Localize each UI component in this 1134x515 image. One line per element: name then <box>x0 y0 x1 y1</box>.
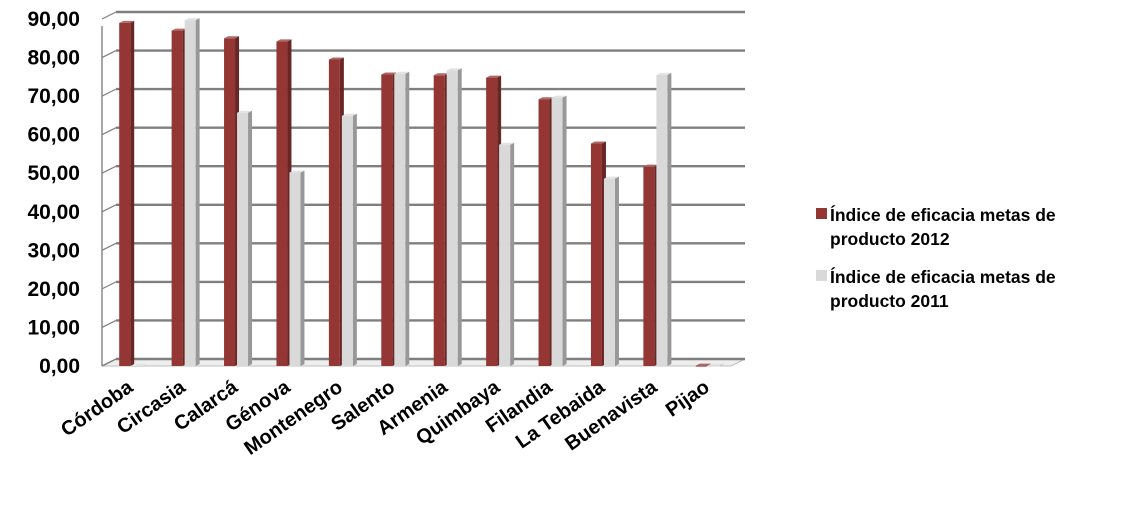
bar-top <box>341 113 357 116</box>
bar <box>132 366 144 367</box>
legend-item-2011: Índice de eficacia metas de producto 201… <box>816 265 1134 313</box>
bar <box>381 74 393 367</box>
gridline-depth <box>101 319 117 328</box>
bar-side <box>352 113 357 366</box>
bar <box>394 73 406 366</box>
bar <box>328 59 340 366</box>
gridline-depth <box>101 204 117 213</box>
bar <box>184 20 196 366</box>
gridline-depth <box>101 281 117 290</box>
gridline-depth <box>101 165 117 174</box>
gridline-depth <box>101 50 117 59</box>
y-tick-label: 30,00 <box>27 239 80 262</box>
y-tick-label: 0,00 <box>39 355 80 378</box>
bar-side <box>457 68 462 366</box>
bar <box>276 41 288 367</box>
legend: Índice de eficacia metas de producto 201… <box>816 203 1134 327</box>
bar-top <box>433 73 449 76</box>
legend-label-2011: Índice de eficacia metas de producto 201… <box>830 267 1056 311</box>
y-tick-label: 90,00 <box>27 8 80 31</box>
bar <box>446 70 458 366</box>
bar-top <box>590 141 606 144</box>
bar-top <box>289 170 305 173</box>
bar-top <box>603 176 619 179</box>
bar-top <box>328 57 344 60</box>
bar-top <box>551 95 567 98</box>
bar-top <box>237 110 253 113</box>
bar-side <box>405 71 410 366</box>
bar-side <box>706 363 711 366</box>
bar-top <box>499 142 515 145</box>
y-tick-label: 60,00 <box>27 124 80 147</box>
bar <box>695 365 707 367</box>
bar <box>341 115 353 366</box>
bar <box>433 75 445 367</box>
gridline-depth <box>101 127 117 136</box>
y-tick-label: 10,00 <box>27 316 80 339</box>
bar-top <box>538 97 554 100</box>
bar <box>486 77 498 367</box>
y-tick-label: 50,00 <box>27 162 80 185</box>
bar-side <box>667 72 672 367</box>
bar-side <box>300 170 305 366</box>
bar-top <box>119 20 135 23</box>
bar-side <box>614 176 619 366</box>
bar <box>289 172 301 366</box>
y-tick-label: 20,00 <box>27 278 80 301</box>
bar-top <box>132 364 148 366</box>
bar-top <box>446 68 462 71</box>
legend-label-2012: Índice de eficacia metas de producto 201… <box>830 205 1056 249</box>
bar-side <box>510 142 515 366</box>
gridline-depth <box>101 11 117 20</box>
bar-top <box>656 72 672 75</box>
bar <box>603 178 615 366</box>
bar-top <box>171 28 187 31</box>
bar <box>171 30 183 367</box>
bar-top <box>708 363 724 366</box>
bar-top <box>276 39 292 42</box>
bar-top <box>486 75 502 78</box>
bar <box>499 144 511 366</box>
gridline-depth <box>101 358 117 367</box>
legend-swatch-2011 <box>816 270 827 281</box>
bar-top <box>695 363 711 366</box>
y-tick-label: 80,00 <box>27 47 80 70</box>
bar <box>708 365 720 367</box>
y-tick-label: 40,00 <box>27 201 80 224</box>
gridline-depth <box>101 242 117 251</box>
bar-side <box>130 20 135 366</box>
x-tick-label: Pijao <box>662 376 714 421</box>
legend-item-2012: Índice de eficacia metas de producto 201… <box>816 203 1134 251</box>
bar-top <box>643 164 659 167</box>
bar-top <box>394 71 410 74</box>
legend-swatch-2012 <box>816 208 827 219</box>
bar-side <box>195 18 200 366</box>
bar <box>656 74 668 367</box>
bar <box>551 97 563 367</box>
bar-top <box>184 18 200 21</box>
bar <box>590 143 602 366</box>
bar-side <box>562 95 567 367</box>
bar <box>538 99 550 366</box>
y-tick-label: 70,00 <box>27 85 80 108</box>
bar-top <box>224 36 240 39</box>
gridline-depth <box>101 88 117 97</box>
bar <box>224 38 236 367</box>
bar <box>237 112 249 366</box>
bar-side <box>719 363 724 366</box>
bar <box>643 166 655 366</box>
bar-side <box>248 110 253 366</box>
bar-top <box>381 72 397 75</box>
bar <box>119 22 131 366</box>
